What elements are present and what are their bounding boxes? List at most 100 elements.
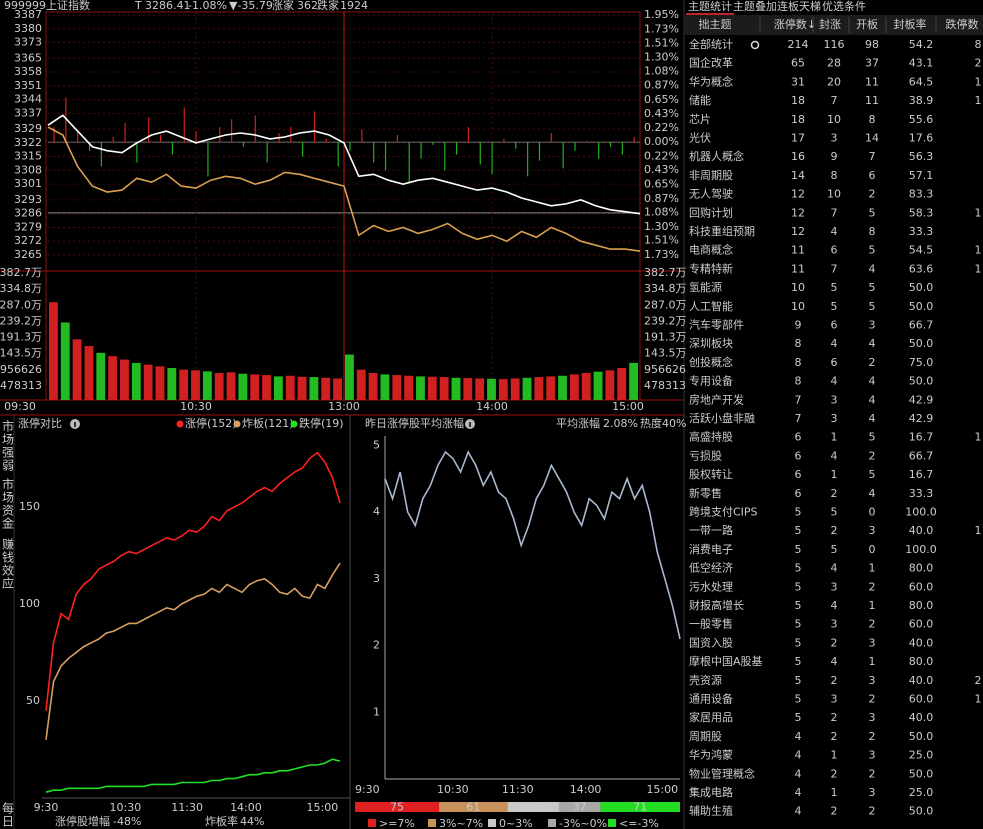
theme-name[interactable]: 摩根中国A股基 xyxy=(689,654,763,668)
theme-name[interactable]: 低空经济 xyxy=(689,561,733,575)
cell: 9 xyxy=(831,150,838,163)
cell: 60.0 xyxy=(909,580,934,593)
theme-name[interactable]: 汽车零部件 xyxy=(689,318,744,332)
theme-name[interactable]: 家居用品 xyxy=(689,710,733,724)
theme-name[interactable]: 通用设备 xyxy=(689,692,733,706)
theme-name[interactable]: 壳资源 xyxy=(689,673,722,687)
breadth-bar xyxy=(538,142,541,161)
y-tick-label: 3358 xyxy=(14,65,42,78)
cell: 12 xyxy=(791,206,805,219)
theme-name[interactable]: 辅助生殖 xyxy=(689,804,733,818)
side-tab[interactable]: 市场资金 xyxy=(1,477,15,530)
theme-name[interactable]: 储能 xyxy=(689,93,711,107)
theme-name[interactable]: 光伏 xyxy=(689,131,711,145)
price: 3286.41 xyxy=(145,0,191,12)
theme-name[interactable]: 周期股 xyxy=(689,730,722,743)
cell: 1 xyxy=(831,468,838,481)
theme-name[interactable]: 人工智能 xyxy=(689,299,733,313)
theme-name[interactable]: 集成电路 xyxy=(689,785,733,799)
tab[interactable]: 主题统计 xyxy=(688,0,732,13)
theme-name[interactable]: 机器人概念 xyxy=(689,149,744,163)
theme-name[interactable]: 非周期股 xyxy=(689,169,733,182)
breadth-bar xyxy=(53,127,55,143)
cell: 10 xyxy=(791,281,805,294)
cell: 12 xyxy=(791,188,805,201)
theme-name[interactable]: 消费电子 xyxy=(689,542,733,556)
cell: 4 xyxy=(795,805,802,818)
theme-name[interactable]: 无人驾驶 xyxy=(689,187,733,201)
theme-name[interactable]: 跨境支付CIPS xyxy=(689,505,758,519)
theme-name[interactable]: 一般零售 xyxy=(689,617,733,631)
volume-bar xyxy=(309,377,319,400)
theme-name[interactable]: 污水处理 xyxy=(689,580,733,593)
tab[interactable]: 连板天梯 xyxy=(777,0,821,13)
theme-name[interactable]: 国资入股 xyxy=(689,636,733,649)
cell: 50.0 xyxy=(909,730,934,743)
distribution-value: 46 xyxy=(526,801,540,814)
y2-tick-label: 1.51% xyxy=(644,234,679,247)
theme-name[interactable]: 华为鸿蒙 xyxy=(689,748,733,762)
x-tick-label: 09:30 xyxy=(4,400,36,413)
side-tab[interactable]: 每日 xyxy=(1,801,15,828)
theme-name[interactable]: 亏损股 xyxy=(689,448,722,462)
cell: 5 xyxy=(795,580,802,593)
column-header[interactable]: 开板 xyxy=(856,17,878,31)
tab[interactable]: 主题叠加 xyxy=(733,0,777,13)
cell: 116 xyxy=(824,38,845,51)
theme-name[interactable]: 华为概念 xyxy=(689,74,733,88)
theme-name[interactable]: 房地产开发 xyxy=(689,392,744,406)
cell: 3 xyxy=(831,693,838,706)
cell: 54.5 xyxy=(909,244,934,257)
volume-bar xyxy=(617,367,627,400)
theme-name[interactable]: 专精特新 xyxy=(689,261,733,275)
cell: 4 xyxy=(869,262,876,275)
column-header[interactable]: 涨停数↓ xyxy=(774,17,816,31)
cell: 1 xyxy=(831,786,838,799)
breadth-bar xyxy=(65,97,67,143)
column-header[interactable]: 拙主题 xyxy=(699,17,732,31)
theme-name[interactable]: 专用设备 xyxy=(689,374,733,388)
side-tab[interactable]: 市场强弱 xyxy=(1,419,15,472)
y2-tick-label: 1.73% xyxy=(644,22,679,35)
x-tick-label: 10:30 xyxy=(180,400,212,413)
theme-name[interactable]: 股权转让 xyxy=(689,467,733,481)
column-header[interactable]: 封涨 xyxy=(819,17,841,31)
cell: 3 xyxy=(869,674,876,687)
volume-bar xyxy=(297,376,307,400)
breadth-bar xyxy=(313,111,316,143)
breadth-bar xyxy=(195,131,197,143)
theme-name[interactable]: 国企改革 xyxy=(689,56,733,70)
side-tab[interactable]: 赚钱效应 xyxy=(1,537,15,590)
theme-name[interactable]: 新零售 xyxy=(689,486,722,500)
y-tick-label: 3351 xyxy=(14,79,42,92)
volume-tick-label: 143.5万 xyxy=(0,347,42,360)
theme-name[interactable]: 一带一路 xyxy=(689,524,733,537)
theme-name[interactable]: 科技重组预期 xyxy=(689,224,755,238)
volume-bar xyxy=(581,373,591,400)
theme-name[interactable]: 创投概念 xyxy=(689,355,733,369)
volume-tick-label: 287.0万 xyxy=(0,298,42,311)
column-header[interactable]: 封板率 xyxy=(894,17,927,31)
cell: 2 xyxy=(869,356,876,369)
breadth-bar xyxy=(349,142,351,151)
theme-name[interactable]: 氢能源 xyxy=(689,280,722,294)
volume-bar xyxy=(273,376,283,400)
distribution-bar xyxy=(439,802,508,812)
theme-name[interactable]: 物业管理概念 xyxy=(689,766,755,780)
theme-name[interactable]: 活跃小盘非融 xyxy=(689,411,755,425)
theme-name[interactable]: 回购计划 xyxy=(689,205,733,219)
cell: 5 xyxy=(869,244,876,257)
theme-name[interactable]: 全部统计 xyxy=(689,37,733,51)
theme-name[interactable]: 芯片 xyxy=(689,112,711,126)
column-header[interactable]: 跌停数 xyxy=(946,17,979,31)
cell: 8 xyxy=(869,113,876,126)
tab[interactable]: 优选条件 xyxy=(822,0,866,13)
theme-name[interactable]: 深圳板块 xyxy=(689,336,733,350)
theme-name[interactable]: 高盛持股 xyxy=(689,430,733,444)
cell: 3 xyxy=(831,618,838,631)
cell: 33.3 xyxy=(909,225,934,238)
cell: 3 xyxy=(831,393,838,406)
theme-name[interactable]: 电商概念 xyxy=(689,243,733,257)
theme-name[interactable]: 财报高增长 xyxy=(689,598,744,612)
breadth-bar xyxy=(574,142,576,151)
